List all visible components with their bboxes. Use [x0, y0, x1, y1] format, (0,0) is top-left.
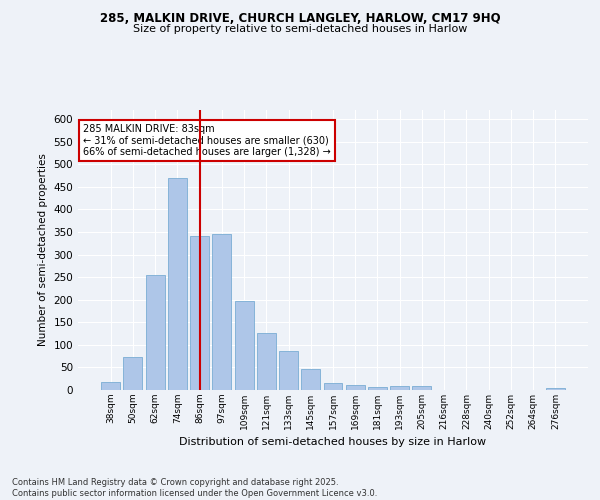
Text: 285 MALKIN DRIVE: 83sqm
← 31% of semi-detached houses are smaller (630)
66% of s: 285 MALKIN DRIVE: 83sqm ← 31% of semi-de…: [83, 124, 331, 156]
Bar: [212, 234, 231, 390]
X-axis label: Distribution of semi-detached houses by size in Harlow: Distribution of semi-detached houses by …: [179, 438, 487, 448]
Text: Size of property relative to semi-detached houses in Harlow: Size of property relative to semi-detach…: [133, 24, 467, 34]
Bar: [368, 387, 387, 390]
Bar: [279, 350, 298, 390]
Bar: [323, 383, 343, 390]
Bar: [390, 386, 409, 390]
Text: 285, MALKIN DRIVE, CHURCH LANGLEY, HARLOW, CM17 9HQ: 285, MALKIN DRIVE, CHURCH LANGLEY, HARLO…: [100, 12, 500, 26]
Bar: [257, 333, 276, 390]
Bar: [546, 388, 565, 390]
Bar: [146, 275, 164, 390]
Bar: [124, 357, 142, 390]
Bar: [301, 369, 320, 390]
Y-axis label: Number of semi-detached properties: Number of semi-detached properties: [38, 154, 48, 346]
Bar: [101, 382, 120, 390]
Bar: [346, 386, 365, 390]
Bar: [190, 236, 209, 390]
Bar: [235, 301, 254, 390]
Text: Contains HM Land Registry data © Crown copyright and database right 2025.
Contai: Contains HM Land Registry data © Crown c…: [12, 478, 377, 498]
Bar: [412, 386, 431, 390]
Bar: [168, 178, 187, 390]
